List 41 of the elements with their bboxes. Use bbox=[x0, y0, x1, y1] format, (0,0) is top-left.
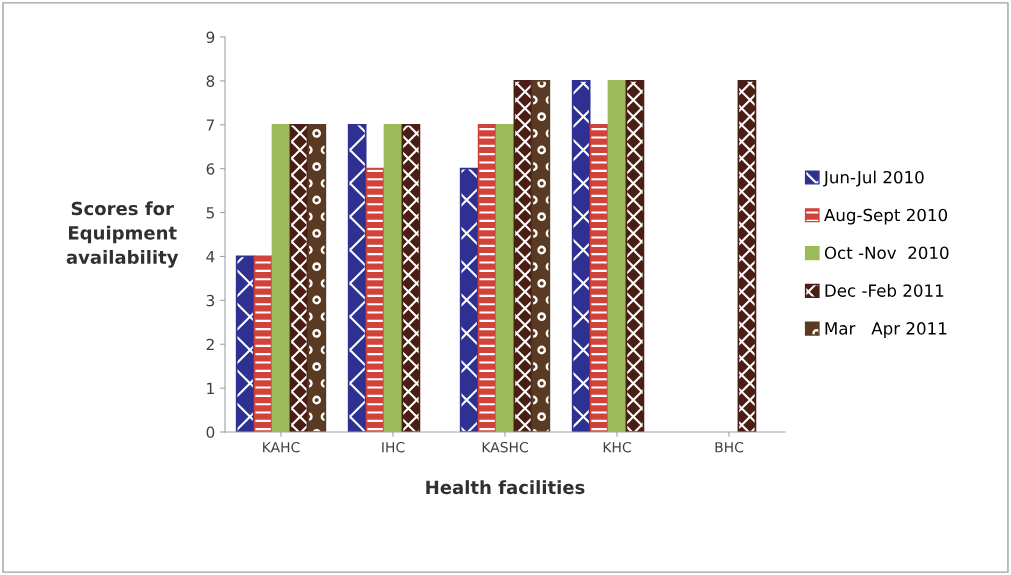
y-tick-label: 1 bbox=[207, 382, 214, 394]
y-tick-label: 9 bbox=[206, 31, 215, 44]
bar bbox=[383, 123, 403, 432]
x-tick-label: KAHC bbox=[263, 441, 300, 453]
bar bbox=[477, 123, 497, 432]
bar bbox=[401, 123, 421, 432]
x-tick-label: IHC bbox=[382, 441, 405, 453]
bar bbox=[589, 123, 609, 432]
y-tick-label: 3 bbox=[206, 294, 215, 307]
legend-label: Mar Apr 2011 bbox=[825, 322, 947, 338]
y-axis-title: Scores for Equipment availability bbox=[66, 201, 179, 268]
bar bbox=[307, 123, 327, 432]
x-tick-label: KASHC bbox=[482, 441, 528, 453]
bar bbox=[513, 80, 533, 432]
y-tick-label: 8 bbox=[206, 75, 215, 87]
bar bbox=[459, 167, 479, 432]
bar bbox=[271, 123, 291, 432]
bar bbox=[289, 123, 309, 432]
y-tick-label: 7 bbox=[206, 119, 214, 131]
bar bbox=[365, 167, 385, 432]
bar bbox=[607, 80, 627, 432]
legend-label: Dec -Feb 2011 bbox=[825, 283, 944, 297]
x-tick-label: BHC bbox=[715, 441, 744, 453]
bar bbox=[235, 255, 255, 432]
legend-label: Aug-Sept 2010 bbox=[824, 208, 948, 225]
y-tick-label: 2 bbox=[206, 338, 214, 351]
bar bbox=[347, 123, 367, 432]
y-tick-label: 0 bbox=[206, 426, 215, 439]
bar bbox=[253, 255, 273, 432]
x-axis-title: Health facilities bbox=[426, 480, 585, 495]
x-tick-label: KHC bbox=[603, 441, 631, 453]
y-tick-label: 4 bbox=[206, 251, 215, 263]
bar bbox=[571, 80, 591, 432]
bar bbox=[737, 80, 757, 432]
legend-label: Jun-Jul 2010 bbox=[823, 170, 924, 187]
y-tick-label: 5 bbox=[206, 207, 214, 219]
bar bbox=[495, 123, 515, 432]
bar bbox=[531, 80, 551, 432]
legend-label: Oct -Nov 2010 bbox=[824, 246, 949, 260]
bar bbox=[625, 80, 645, 432]
y-tick-label: 6 bbox=[206, 163, 215, 175]
